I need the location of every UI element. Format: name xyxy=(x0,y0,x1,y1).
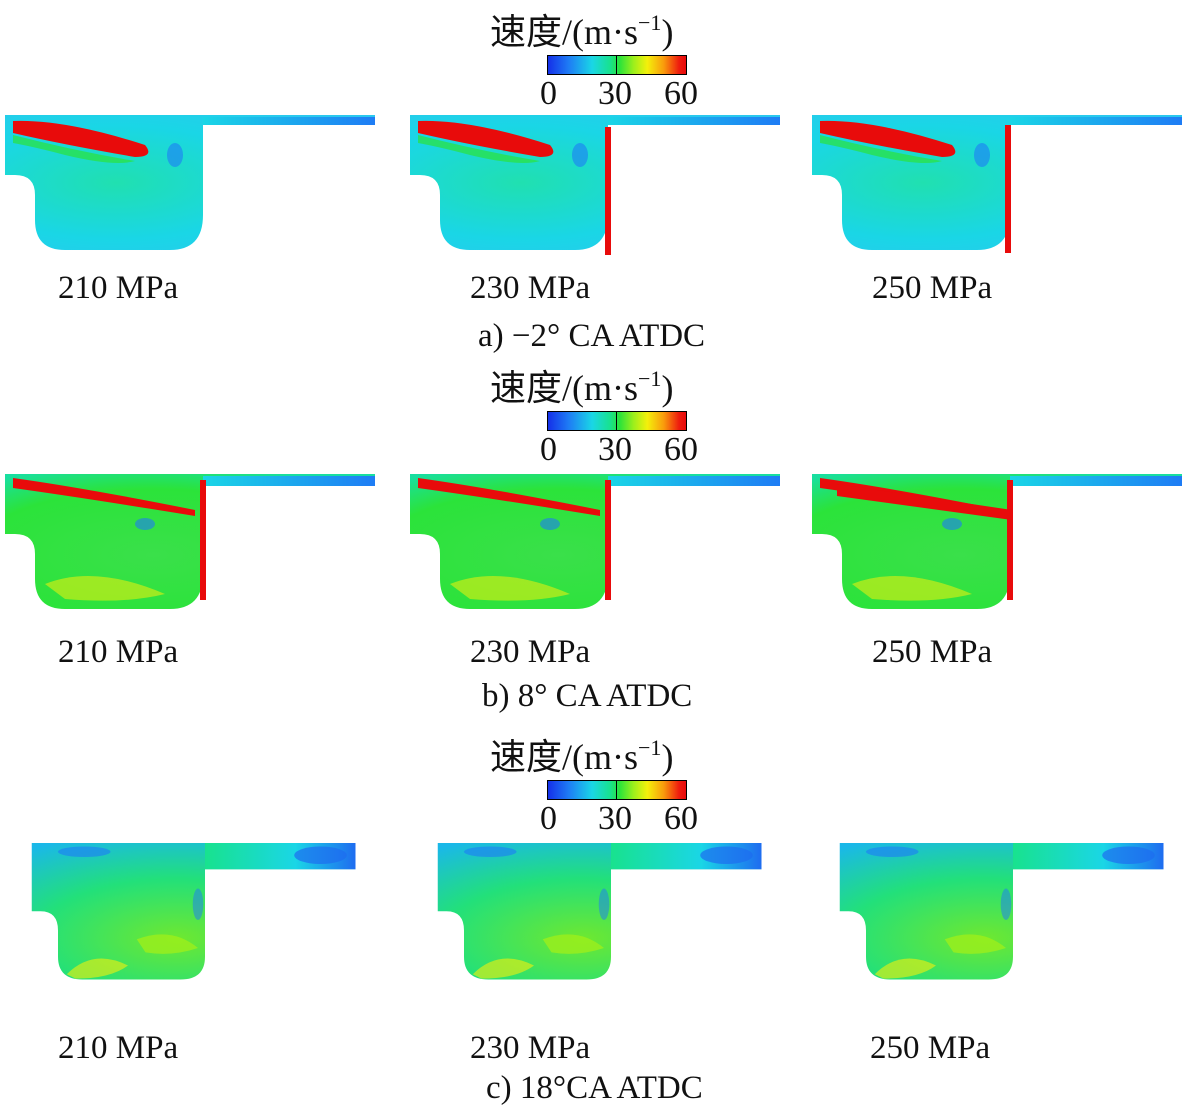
pressure-label: 250 MPa xyxy=(870,1030,991,1066)
pressure-label: 250 MPa xyxy=(872,270,993,306)
legend-title: 速度/(m·s−1) xyxy=(490,366,674,408)
contour-panel-a-210 xyxy=(5,115,385,255)
velocity-legend: 速度/(m·s−1) 0 30 60 xyxy=(490,10,730,112)
tick-30: 30 xyxy=(598,431,632,468)
tick-0: 0 xyxy=(540,75,557,112)
contour-panel-a-250 xyxy=(812,115,1192,253)
colorbar xyxy=(547,780,687,800)
caption-a: a) −2° CA ATDC xyxy=(478,318,706,354)
tick-60: 60 xyxy=(664,800,698,837)
pressure-label: 210 MPa xyxy=(58,1030,179,1066)
contour-panel-c-230 xyxy=(437,843,762,980)
velocity-legend: 速度/(m·s−1) 0 30 60 xyxy=(490,735,730,837)
tick-60: 60 xyxy=(664,75,698,112)
contour-panel-c-210 xyxy=(31,843,356,980)
contour-panel-b-210 xyxy=(5,474,385,614)
contour-panel-b-250 xyxy=(812,474,1192,614)
contour-panel-c-250 xyxy=(839,843,1164,980)
colorbar xyxy=(547,411,687,431)
tick-0: 0 xyxy=(540,800,557,837)
tick-60: 60 xyxy=(664,431,698,468)
legend-title: 速度/(m·s−1) xyxy=(490,735,674,777)
velocity-legend: 速度/(m·s−1) 0 30 60 xyxy=(490,366,730,468)
pressure-label: 230 MPa xyxy=(470,1030,591,1066)
tick-30: 30 xyxy=(598,800,632,837)
caption-b: b) 8° CA ATDC xyxy=(482,678,693,714)
contour-panel-a-230 xyxy=(410,115,790,255)
colorbar xyxy=(547,55,687,75)
pressure-label: 210 MPa xyxy=(58,634,179,670)
tick-0: 0 xyxy=(540,431,557,468)
pressure-label: 230 MPa xyxy=(470,634,591,670)
pressure-label: 250 MPa xyxy=(872,634,993,670)
pressure-label: 230 MPa xyxy=(470,270,591,306)
tick-30: 30 xyxy=(598,75,632,112)
pressure-label: 210 MPa xyxy=(58,270,179,306)
caption-c: c) 18°CA ATDC xyxy=(486,1070,703,1106)
contour-panel-b-230 xyxy=(410,474,790,614)
legend-title: 速度/(m·s−1) xyxy=(490,10,674,52)
